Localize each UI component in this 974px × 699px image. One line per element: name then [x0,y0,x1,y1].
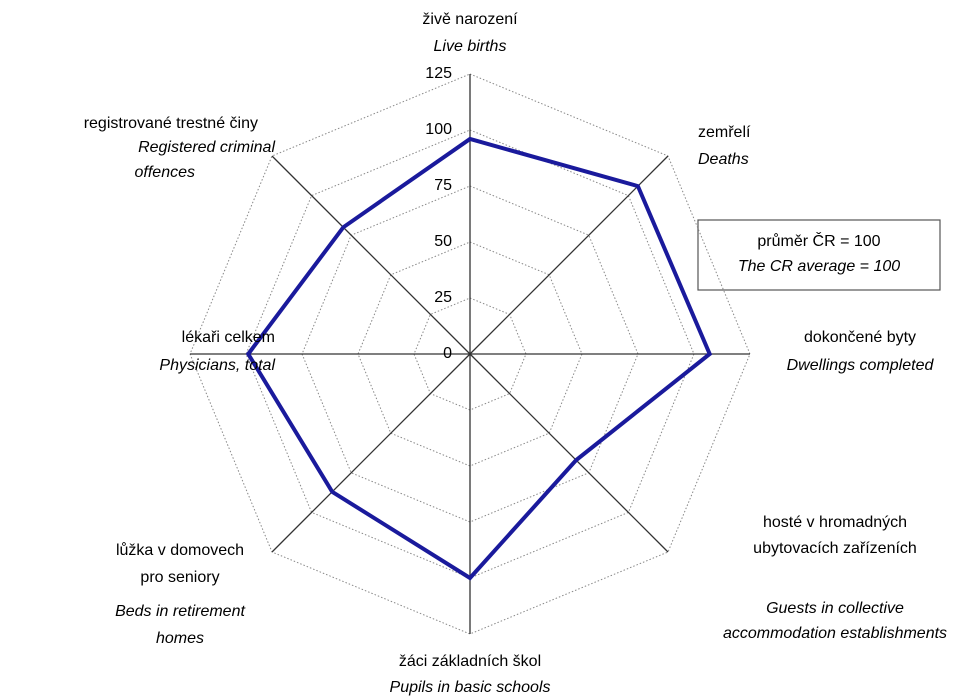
category-label: ubytovacích zařízeních [753,540,917,557]
y-tick-label: 50 [434,233,452,250]
category-label: dokončené byty [804,329,916,346]
category-label: živě narození [422,11,518,28]
category-label: lékaři celkem [182,329,275,346]
axis-spoke [271,155,471,355]
category-label: Guests in collective [766,600,904,617]
category-label: Pupils in basic schools [390,679,551,696]
category-label: registrované trestné činy [84,115,258,132]
category-label: lůžka v domovech [116,541,244,559]
axis-spoke [271,353,471,553]
category-label: Physicians, total [159,357,275,374]
category-label: zemřelí [698,124,751,141]
category-label: žáci základních škol [399,653,541,670]
category-label: Beds in retirement [115,603,245,620]
grid-line [357,241,583,467]
grid-line [245,129,695,579]
grid-line [413,297,527,411]
y-tick-label: 125 [425,65,452,82]
y-tick-label: 25 [434,289,452,306]
category-label: Live births [434,38,507,55]
category-label: Deaths [698,151,749,168]
data-line [245,136,713,581]
axis-spoke [469,155,669,355]
annotation: The CR average = 100 [738,258,900,275]
annotation-box [697,219,941,291]
y-tick-label: 100 [425,121,452,138]
category-label: Registered criminal [138,139,275,156]
grid-line [189,73,751,635]
y-tick-label: 75 [434,177,452,194]
category-label: hosté v hromadných [763,514,907,531]
y-tick-label: 0 [443,345,452,362]
category-label: homes [156,630,204,647]
axis-spoke [469,353,669,553]
category-label: Dwellings completed [787,357,935,374]
category-label: accommodation establishments [723,625,947,642]
category-label: offences [135,164,195,181]
annotation: průměr ČR = 100 [757,231,880,250]
category-label: pro seniory [140,569,219,586]
